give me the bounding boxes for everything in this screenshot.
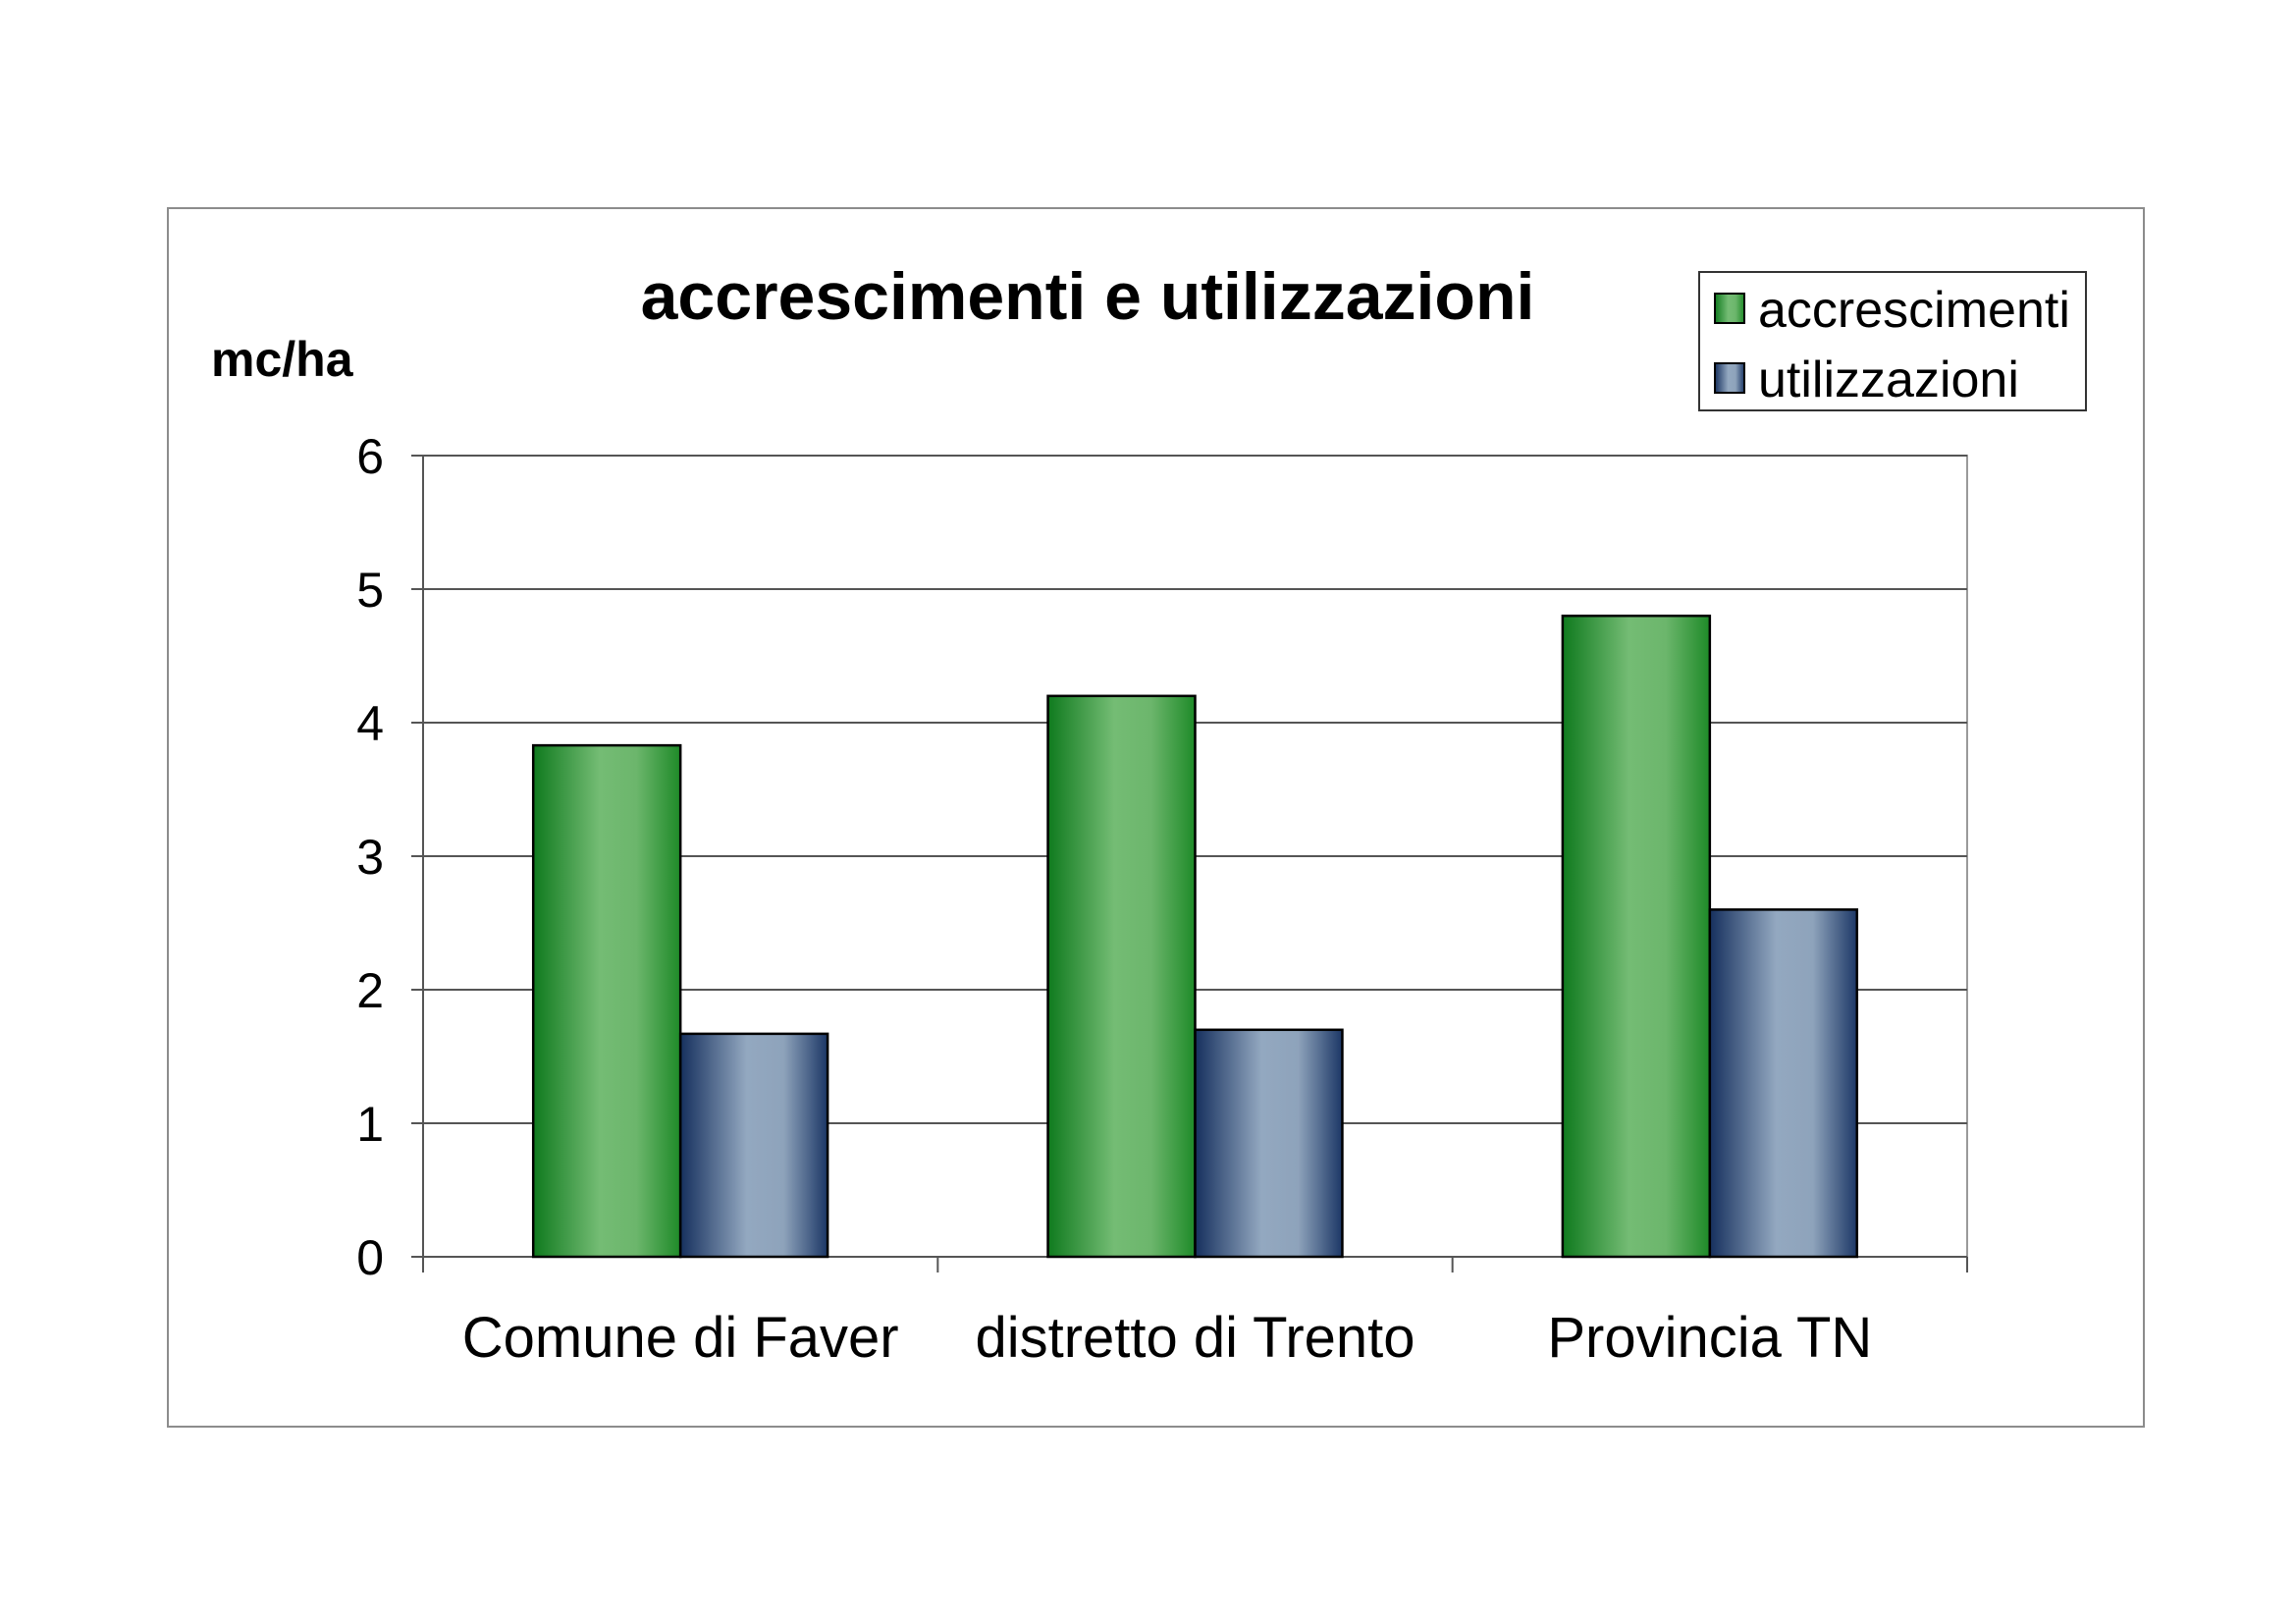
bar-accrescimenti-1 — [1046, 694, 1197, 1259]
y-tick-label-2: 2 — [356, 963, 384, 1018]
y-tick-label-5: 5 — [356, 563, 384, 618]
y-tick-labels: 0 1 2 3 4 5 6 — [356, 429, 384, 1285]
x-tick-label-0: Comune di Faver — [462, 1306, 899, 1370]
y-tick-label-3: 3 — [356, 830, 384, 885]
bar-utilizzazioni-2 — [1708, 908, 1859, 1259]
bar-accrescimenti-2 — [1561, 614, 1712, 1259]
bar-utilizzazioni-0 — [678, 1032, 829, 1259]
legend-swatch-utilizzazioni — [1714, 362, 1745, 394]
legend-box — [1698, 271, 2087, 411]
bars — [531, 614, 1859, 1259]
legend: accrescimenti utilizzazioni — [1698, 271, 2087, 411]
bar-utilizzazioni-1 — [1194, 1028, 1344, 1259]
y-axis-label: mc/ha — [211, 332, 354, 387]
y-tick-label-4: 4 — [356, 696, 384, 751]
legend-label-accrescimenti: accrescimenti — [1758, 282, 2070, 339]
y-tick-label-0: 0 — [356, 1230, 384, 1285]
legend-swatch-accrescimenti — [1714, 293, 1745, 324]
legend-label-utilizzazioni: utilizzazioni — [1758, 352, 2019, 408]
x-tick-labels: Comune di Faver distretto di Trento Provin… — [462, 1306, 1873, 1370]
y-tick-label-6: 6 — [356, 429, 384, 484]
x-tick-label-1: distretto di Trento — [975, 1306, 1415, 1370]
x-tick-label-2: Provincia TN — [1547, 1306, 1872, 1370]
chart-title: accrescimenti e utilizzazioni — [641, 259, 1535, 334]
bar-accrescimenti-0 — [531, 743, 682, 1259]
y-tick-label-1: 1 — [356, 1097, 384, 1152]
